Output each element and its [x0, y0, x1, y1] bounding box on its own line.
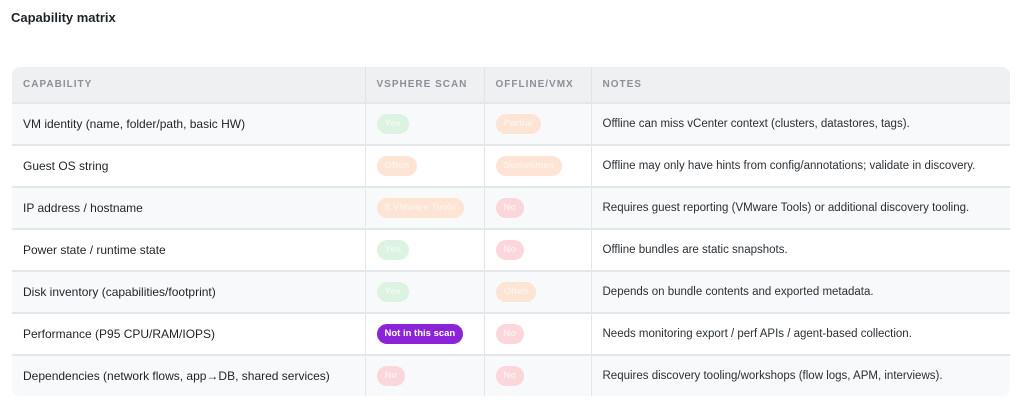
status-badge: Partial — [495, 114, 541, 134]
offline-vmx-cell: Often — [484, 270, 592, 313]
notes-cell: Offline can miss vCenter context (cluste… — [591, 102, 1010, 145]
status-badge: If VMware Tools — [376, 198, 465, 218]
table-row: IP address / hostname If VMware Tools No Re… — [12, 186, 1010, 229]
table-row: Dependencies (network flows, app→DB, sha… — [12, 354, 1010, 396]
status-badge: No — [495, 198, 525, 218]
status-badge: Yes — [376, 114, 409, 134]
capability-cell: Performance (P95 CPU/RAM/IOPS) — [12, 312, 366, 355]
column-header-capability: CAPABILITY — [12, 67, 366, 103]
notes-cell: Requires guest reporting (VMware Tools) … — [591, 186, 1010, 229]
status-badge: No — [495, 324, 525, 344]
status-badge: No — [495, 366, 525, 386]
capability-cell: Power state / runtime state — [12, 228, 366, 271]
vsphere-scan-cell: Yes — [365, 102, 485, 145]
notes-cell: Requires discovery tooling/workshops (fl… — [591, 354, 1010, 396]
vsphere-scan-cell: Yes — [365, 228, 485, 271]
capability-cell: Guest OS string — [12, 144, 366, 187]
status-badge: Not in this scan — [376, 324, 464, 344]
column-header-offline-vmx: OFFLINE/VMX — [484, 67, 592, 103]
offline-vmx-cell: No — [484, 312, 592, 355]
vsphere-scan-cell: Often — [365, 144, 485, 187]
offline-vmx-cell: No — [484, 228, 592, 271]
vsphere-scan-cell: If VMware Tools — [365, 186, 485, 229]
vsphere-scan-cell: Not in this scan — [365, 312, 485, 355]
table-row: Performance (P95 CPU/RAM/IOPS) Not in thi… — [12, 312, 1010, 355]
status-badge: Sometimes — [495, 156, 563, 176]
vsphere-scan-cell: No — [365, 354, 485, 396]
notes-cell: Depends on bundle contents and exported … — [591, 270, 1010, 313]
table-row: Guest OS string Often Sometimes Offline may… — [12, 144, 1010, 187]
capability-matrix-table: CAPABILITY VSPHERE SCAN OFFLINE/VMX NOTE… — [12, 67, 1010, 396]
offline-vmx-cell: No — [484, 354, 592, 396]
status-badge: Yes — [376, 282, 409, 302]
vsphere-scan-cell: Yes — [365, 270, 485, 313]
column-header-vsphere-scan: VSPHERE SCAN — [365, 67, 485, 103]
offline-vmx-cell: Sometimes — [484, 144, 592, 187]
capability-cell: VM identity (name, folder/path, basic HW… — [12, 102, 366, 145]
notes-cell: Offline bundles are static snapshots. — [591, 228, 1010, 271]
offline-vmx-cell: Partial — [484, 102, 592, 145]
table-header-row: CAPABILITY VSPHERE SCAN OFFLINE/VMX NOTE… — [12, 67, 1010, 103]
status-badge: Often — [376, 156, 418, 176]
column-header-notes: NOTES — [591, 67, 1010, 103]
page-title: Capability matrix — [11, 10, 116, 25]
status-badge: Often — [495, 282, 537, 302]
capability-cell: IP address / hostname — [12, 186, 366, 229]
notes-cell: Offline may only have hints from config/… — [591, 144, 1010, 187]
table-row: Power state / runtime state Yes No Offline … — [12, 228, 1010, 271]
notes-cell: Needs monitoring export / perf APIs / ag… — [591, 312, 1010, 355]
status-badge: No — [376, 366, 406, 386]
table-row: VM identity (name, folder/path, basic HW… — [12, 102, 1010, 145]
capability-cell: Dependencies (network flows, app→DB, sha… — [12, 354, 366, 396]
offline-vmx-cell: No — [484, 186, 592, 229]
status-badge: No — [495, 240, 525, 260]
status-badge: Yes — [376, 240, 409, 260]
capability-cell: Disk inventory (capabilities/footprint) — [12, 270, 366, 313]
table-row: Disk inventory (capabilities/footprint) Y… — [12, 270, 1010, 313]
